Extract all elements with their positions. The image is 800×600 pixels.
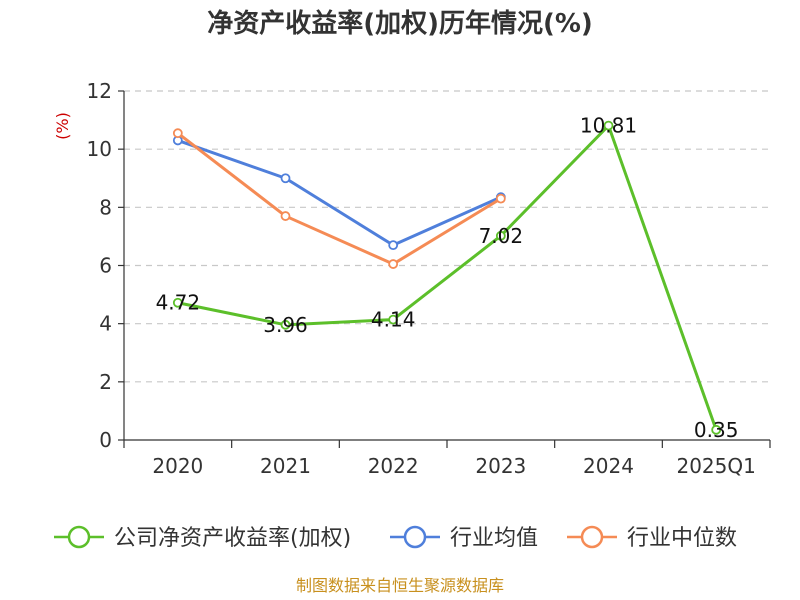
y-tick-label: 4 — [99, 312, 112, 336]
x-tick-label: 2025Q1 — [676, 454, 755, 478]
data-point — [388, 259, 399, 269]
x-tick-label: 2022 — [368, 454, 419, 478]
data-point — [172, 297, 183, 308]
grid — [124, 90, 770, 383]
legend-item: 公司净资产收益率(加权) — [54, 525, 351, 551]
data-label: 0.35 — [694, 418, 739, 442]
legend-marker — [580, 525, 604, 549]
y-tick-label: 2 — [99, 370, 112, 394]
y-axis-label: (%) — [53, 112, 72, 140]
data-labels: 4.72 3.96 4.14 7.02 10.81 0.35 — [156, 114, 739, 442]
data-label: 7.02 — [479, 224, 524, 248]
legend-marker — [403, 525, 427, 549]
x-tick-label: 2024 — [583, 454, 634, 478]
legend-label: 公司净资产收益率(加权) — [114, 526, 351, 551]
x-tick-label: 2023 — [475, 454, 526, 478]
data-label: 10.81 — [580, 114, 637, 138]
data-label: 4.14 — [371, 308, 416, 332]
data-point — [280, 211, 291, 221]
legend-item: 行业均值 — [390, 525, 538, 551]
data-point — [172, 128, 183, 139]
chart-title: 净资产收益率(加权)历年情况(%) — [207, 8, 593, 39]
y-tick-label: 0 — [99, 428, 112, 452]
data-point — [495, 193, 506, 204]
data-point — [388, 240, 399, 251]
data-point — [280, 173, 291, 184]
series-lines — [172, 120, 722, 435]
data-point — [711, 424, 722, 435]
data-point — [388, 314, 399, 325]
y-tick-label: 12 — [87, 79, 112, 103]
data-label: 4.72 — [156, 291, 201, 315]
axes: 0 2 4 6 8 10 12 2020 2021 2022 2023 2024 2025Q1 — [87, 79, 771, 478]
series-line-1 — [177, 139, 502, 247]
legend-label: 行业均值 — [450, 526, 538, 551]
data-point — [495, 230, 506, 241]
y-tick-label: 10 — [87, 137, 112, 161]
data-point — [280, 319, 291, 330]
y-tick-label: 6 — [99, 254, 112, 278]
source-note: 制图数据来自恒生聚源数据库 — [296, 576, 504, 595]
data-point — [603, 120, 614, 131]
legend-marker — [67, 525, 91, 549]
legend-label: 行业中位数 — [627, 526, 737, 551]
x-tick-label: 2021 — [260, 454, 311, 478]
series-line-0 — [177, 124, 718, 431]
x-tick-label: 2020 — [152, 454, 203, 478]
y-tick-label: 8 — [99, 195, 112, 219]
series-line-2 — [176, 131, 502, 266]
data-label: 3.96 — [263, 313, 308, 337]
legend: 公司净资产收益率(加权) 行业均值 行业中位数 — [54, 525, 737, 551]
legend-item: 行业中位数 — [567, 525, 737, 551]
